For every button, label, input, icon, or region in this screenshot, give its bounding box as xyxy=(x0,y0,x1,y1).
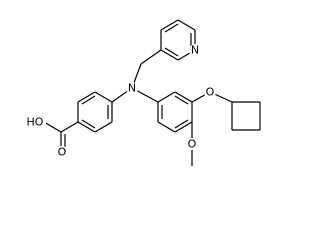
bonds xyxy=(43,19,261,166)
atom-label: N xyxy=(128,82,136,95)
atom-label: HO xyxy=(27,116,44,129)
molecule-diagram: N N HO O O O xyxy=(24,19,261,166)
atom-label: O xyxy=(188,138,197,151)
atom-label: O xyxy=(58,146,67,159)
atom-labels: N N HO O O O xyxy=(24,44,216,159)
atom-label: O xyxy=(206,86,215,99)
atom-label: N xyxy=(191,44,199,57)
